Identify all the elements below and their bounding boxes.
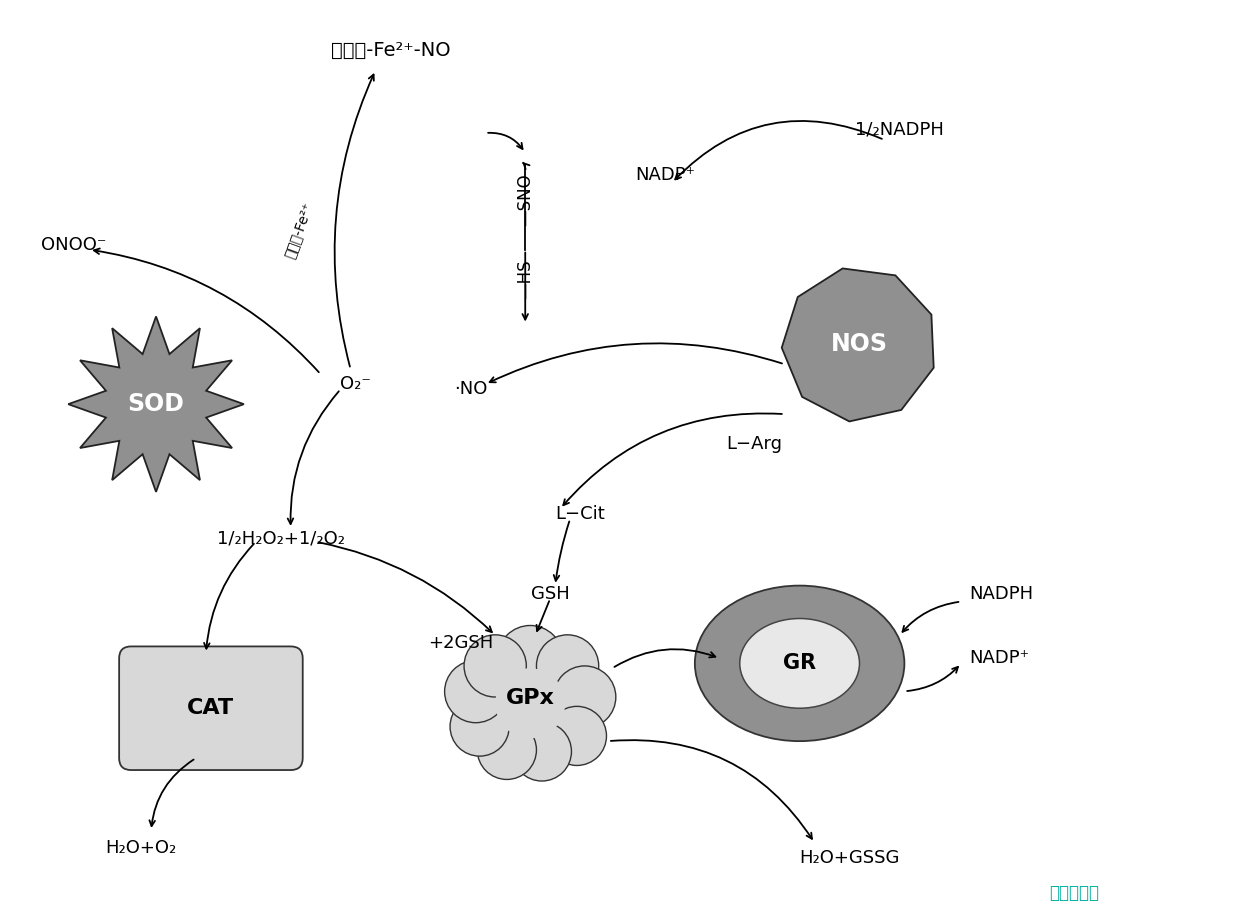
Circle shape	[553, 666, 616, 728]
Circle shape	[498, 625, 563, 691]
Text: ONOO⁻: ONOO⁻	[40, 236, 106, 254]
Text: 血红素-Fe²⁺: 血红素-Fe²⁺	[282, 200, 316, 260]
Text: ·NO: ·NO	[454, 380, 486, 399]
Circle shape	[547, 707, 606, 765]
Text: O₂⁻: O₂⁻	[341, 376, 371, 393]
Circle shape	[445, 661, 507, 723]
Text: GR: GR	[783, 654, 816, 674]
Text: 1/₂H₂O₂+1/₂O₂: 1/₂H₂O₂+1/₂O₂	[216, 530, 344, 547]
Text: +2GSH: +2GSH	[427, 634, 493, 653]
Text: —SNO: —SNO	[517, 174, 534, 226]
FancyBboxPatch shape	[119, 646, 303, 771]
Circle shape	[464, 635, 527, 697]
Text: SOD: SOD	[128, 392, 185, 416]
Text: NADPH: NADPH	[969, 585, 1033, 602]
Polygon shape	[782, 269, 934, 421]
Text: 血红素-Fe²⁺-NO: 血红素-Fe²⁺-NO	[331, 41, 450, 59]
Text: 热爱收录库: 热爱收录库	[1050, 884, 1099, 902]
Text: H₂O+GSSG: H₂O+GSSG	[799, 849, 900, 866]
Ellipse shape	[740, 619, 860, 708]
Text: GSH: GSH	[530, 585, 569, 602]
Text: GPx: GPx	[505, 688, 554, 708]
Text: CAT: CAT	[187, 698, 235, 718]
Text: NADP⁺: NADP⁺	[635, 165, 695, 184]
Circle shape	[450, 697, 509, 756]
Text: 1/₂NADPH: 1/₂NADPH	[855, 121, 944, 139]
Text: L−Cit: L−Cit	[556, 505, 605, 523]
Circle shape	[513, 722, 572, 781]
Polygon shape	[68, 316, 244, 492]
Text: L−Arg: L−Arg	[727, 435, 783, 453]
Circle shape	[495, 668, 566, 739]
Circle shape	[478, 720, 537, 780]
Text: NOS: NOS	[831, 333, 887, 356]
Ellipse shape	[695, 586, 904, 741]
Text: NADP⁺: NADP⁺	[969, 649, 1029, 667]
Text: H₂O+O₂: H₂O+O₂	[106, 839, 177, 856]
Circle shape	[537, 635, 598, 697]
Text: —HS: —HS	[517, 260, 534, 300]
